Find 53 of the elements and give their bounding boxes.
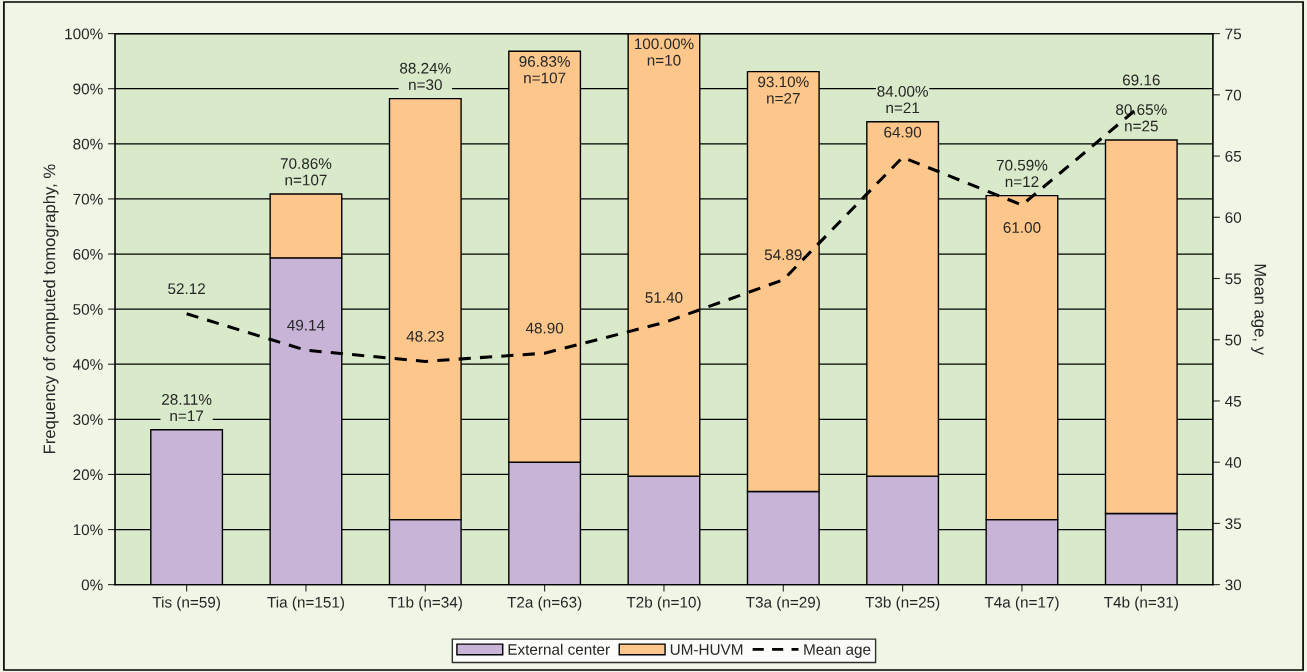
total-label: 88.24% n=30 <box>400 62 451 91</box>
data-label: 52.12 <box>168 283 205 295</box>
y-tick-label: 40% <box>72 359 103 370</box>
x-tick-label: T3a (n=29) <box>746 596 820 611</box>
total-label: 80.65% n=25 <box>1116 104 1167 132</box>
y2-tick-label: 65 <box>1225 150 1242 162</box>
legend-label: UM-HUVM <box>670 644 743 655</box>
y-tick-label: 10% <box>73 524 103 536</box>
y2-tick-label: 35 <box>1225 518 1242 530</box>
data-label: 48.23 <box>406 330 444 342</box>
y-tick-label: 100% <box>65 28 103 40</box>
y-tick-label: 50% <box>73 303 103 315</box>
x-tick-label: Tis (n=59) <box>152 596 220 611</box>
y2-tick-label: 50 <box>1225 334 1242 346</box>
x-tick-label: T3b (n=25) <box>865 596 940 611</box>
y-tick-label: 70% <box>73 193 103 205</box>
legend-label: External center <box>508 643 610 655</box>
y-tick-label: 20% <box>73 469 103 481</box>
total-label: 70.59% n=12 <box>996 159 1048 187</box>
y2-tick-label: 45 <box>1225 395 1242 407</box>
data-label: 51.40 <box>645 292 683 303</box>
y2-tick-label: 75 <box>1225 28 1242 40</box>
x-tick-label: T4b (n=31) <box>1104 596 1178 611</box>
y-tick-label: 0% <box>81 579 103 591</box>
total-label: 70.86% n=107 <box>280 158 332 186</box>
y2-tick-label: 30 <box>1225 579 1242 591</box>
x-tick-label: T4a (n=17) <box>984 596 1059 611</box>
y-axis-title: Frequency of computed tomography, % <box>43 164 59 454</box>
y-tick-label: 30% <box>73 414 103 426</box>
total-label: 96.83% n=107 <box>519 56 570 84</box>
x-tick-label: T2b (n=10) <box>626 596 701 611</box>
y2-tick-label: 40 <box>1225 457 1242 468</box>
total-label: 28.11% n=17 <box>162 393 212 422</box>
y-tick-label: 80% <box>73 138 103 150</box>
y-tick-label: 60% <box>73 248 103 260</box>
data-label: 48.90 <box>525 322 564 334</box>
x-tick-label: Tia (n=151) <box>267 596 344 611</box>
data-label: 64.90 <box>884 126 922 138</box>
x-tick-label: T1b (n=34) <box>388 596 462 611</box>
x-tick-label: T2a (n=63) <box>507 596 582 611</box>
data-label: 69.16 <box>1122 74 1160 86</box>
y2-tick-label: 55 <box>1225 273 1242 285</box>
data-label: 54.89 <box>764 249 802 261</box>
total-label: 84.00% n=21 <box>877 85 928 114</box>
total-label: 100.00% n=10 <box>634 38 694 66</box>
data-label: 49.14 <box>287 319 325 331</box>
y-tick-label: 90% <box>73 83 103 95</box>
data-label: 61.00 <box>1003 222 1041 233</box>
y2-tick-label: 60 <box>1225 212 1242 223</box>
y2-tick-label: 70 <box>1225 89 1242 101</box>
legend-label: Mean age <box>804 644 871 658</box>
total-label: 93.10% n=27 <box>758 76 809 104</box>
y2-axis-title: Mean age, y <box>1251 264 1267 355</box>
